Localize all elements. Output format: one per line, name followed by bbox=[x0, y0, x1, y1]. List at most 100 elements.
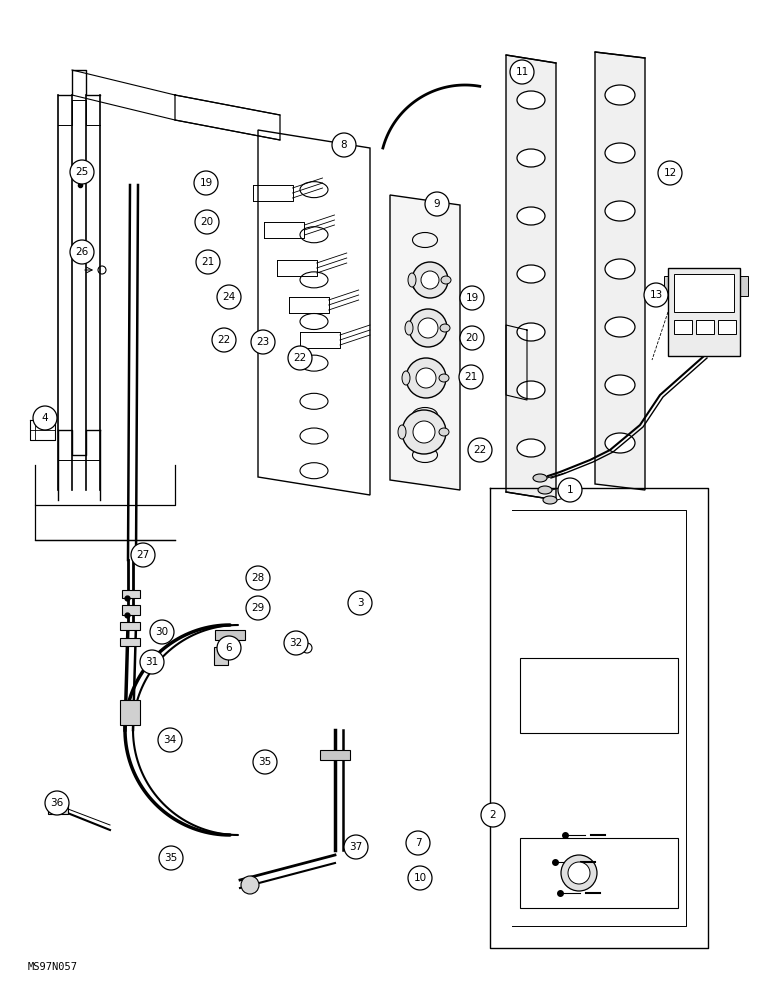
Text: 34: 34 bbox=[164, 735, 177, 745]
Text: 35: 35 bbox=[164, 853, 178, 863]
Polygon shape bbox=[595, 52, 645, 490]
Circle shape bbox=[408, 866, 432, 890]
Ellipse shape bbox=[440, 324, 450, 332]
Bar bbox=[48, 804, 68, 814]
Text: 28: 28 bbox=[252, 573, 265, 583]
Ellipse shape bbox=[517, 381, 545, 399]
Bar bbox=[668, 268, 740, 356]
Ellipse shape bbox=[538, 486, 552, 494]
Ellipse shape bbox=[605, 143, 635, 163]
Circle shape bbox=[284, 631, 308, 655]
Circle shape bbox=[468, 438, 492, 462]
Text: 19: 19 bbox=[199, 178, 212, 188]
Text: 4: 4 bbox=[42, 413, 49, 423]
Ellipse shape bbox=[605, 317, 635, 337]
Ellipse shape bbox=[605, 375, 635, 395]
Text: 24: 24 bbox=[222, 292, 235, 302]
Polygon shape bbox=[506, 55, 556, 500]
Circle shape bbox=[460, 286, 484, 310]
Circle shape bbox=[241, 876, 259, 894]
Ellipse shape bbox=[398, 425, 406, 439]
Bar bbox=[674, 274, 734, 312]
Circle shape bbox=[409, 309, 447, 347]
Circle shape bbox=[253, 750, 277, 774]
Bar bbox=[740, 276, 748, 296]
Ellipse shape bbox=[605, 259, 635, 279]
Text: MS97N057: MS97N057 bbox=[28, 962, 78, 972]
Circle shape bbox=[658, 161, 682, 185]
Circle shape bbox=[418, 318, 438, 338]
Ellipse shape bbox=[543, 496, 557, 504]
Text: 10: 10 bbox=[414, 873, 427, 883]
Text: 2: 2 bbox=[489, 810, 496, 820]
Bar bbox=[120, 622, 140, 630]
Ellipse shape bbox=[402, 371, 410, 385]
Text: 22: 22 bbox=[293, 353, 306, 363]
Ellipse shape bbox=[517, 265, 545, 283]
Bar bbox=[674, 320, 692, 334]
Circle shape bbox=[195, 210, 219, 234]
Ellipse shape bbox=[408, 273, 416, 287]
Text: 36: 36 bbox=[50, 798, 63, 808]
Circle shape bbox=[568, 862, 590, 884]
Bar bbox=[664, 276, 672, 296]
Circle shape bbox=[558, 478, 582, 502]
Circle shape bbox=[150, 620, 174, 644]
Text: 12: 12 bbox=[663, 168, 676, 178]
Text: 22: 22 bbox=[473, 445, 486, 455]
Text: 21: 21 bbox=[465, 372, 478, 382]
Bar bbox=[122, 605, 140, 615]
Text: 29: 29 bbox=[252, 603, 265, 613]
Text: 11: 11 bbox=[516, 67, 529, 77]
Text: 32: 32 bbox=[290, 638, 303, 648]
Text: 23: 23 bbox=[256, 337, 269, 347]
Bar bbox=[320, 750, 350, 760]
Circle shape bbox=[416, 368, 436, 388]
Circle shape bbox=[196, 250, 220, 274]
Circle shape bbox=[131, 543, 155, 567]
Text: 19: 19 bbox=[466, 293, 479, 303]
Bar bbox=[718, 320, 736, 334]
Circle shape bbox=[217, 285, 241, 309]
Text: 6: 6 bbox=[225, 643, 232, 653]
Ellipse shape bbox=[533, 474, 547, 482]
Text: 20: 20 bbox=[466, 333, 479, 343]
Bar bbox=[696, 320, 714, 334]
Bar bbox=[520, 658, 678, 733]
Text: 31: 31 bbox=[145, 657, 158, 667]
Ellipse shape bbox=[439, 374, 449, 382]
Ellipse shape bbox=[517, 91, 545, 109]
Circle shape bbox=[344, 835, 368, 859]
Text: 37: 37 bbox=[350, 842, 363, 852]
Text: 1: 1 bbox=[567, 485, 574, 495]
Circle shape bbox=[217, 636, 241, 660]
Bar bbox=[120, 700, 140, 725]
Circle shape bbox=[70, 160, 94, 184]
Circle shape bbox=[348, 591, 372, 615]
Circle shape bbox=[251, 330, 275, 354]
Text: 20: 20 bbox=[201, 217, 214, 227]
Bar bbox=[520, 838, 678, 908]
Circle shape bbox=[246, 596, 270, 620]
Ellipse shape bbox=[517, 323, 545, 341]
Circle shape bbox=[212, 328, 236, 352]
Circle shape bbox=[33, 406, 57, 430]
Circle shape bbox=[406, 831, 430, 855]
Bar bbox=[122, 590, 140, 598]
Text: 27: 27 bbox=[137, 550, 150, 560]
Ellipse shape bbox=[605, 433, 635, 453]
Circle shape bbox=[481, 803, 505, 827]
Polygon shape bbox=[390, 195, 460, 490]
Circle shape bbox=[510, 60, 534, 84]
Text: 9: 9 bbox=[434, 199, 440, 209]
Text: 35: 35 bbox=[259, 757, 272, 767]
Ellipse shape bbox=[605, 85, 635, 105]
Circle shape bbox=[402, 410, 446, 454]
Text: 3: 3 bbox=[357, 598, 364, 608]
Circle shape bbox=[412, 262, 448, 298]
Ellipse shape bbox=[517, 439, 545, 457]
Circle shape bbox=[561, 855, 597, 891]
Circle shape bbox=[158, 728, 182, 752]
Bar bbox=[120, 638, 140, 646]
Bar bbox=[215, 630, 245, 640]
